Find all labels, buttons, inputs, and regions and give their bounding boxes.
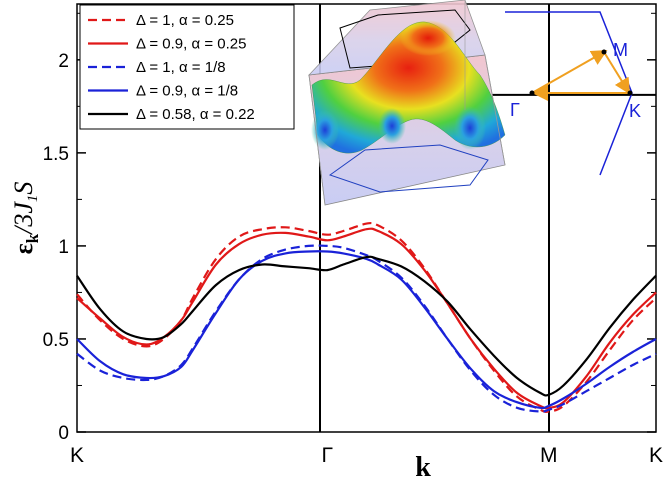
series-line-3	[76, 250, 657, 410]
x-tick-label-1: Γ	[322, 444, 334, 467]
bz-label-gamma: Γ	[510, 100, 520, 120]
dispersion-3d-inset	[307, 0, 506, 206]
y-tick-label-1: 0.5	[43, 330, 69, 351]
inset-box-edge	[484, 54, 506, 166]
legend-entries: Δ = 1, α = 0.25 Δ = 0.9, α = 0.25 Δ = 1, α…	[88, 12, 255, 123]
x-tick-label-2: M	[540, 444, 558, 467]
legend-box	[79, 4, 295, 130]
y-tick-label-4: 2	[58, 51, 69, 72]
brillouin-zone-inset: Γ M K	[505, 11, 641, 176]
series-line-4	[76, 255, 657, 397]
y-tick-label-0: 0	[58, 423, 69, 444]
x-axis-title: k	[415, 452, 431, 480]
y-title-sub-k: k	[23, 233, 42, 243]
inset-hexagon-top	[339, 9, 471, 69]
y-title-sub-1: 1	[25, 195, 41, 203]
bz-label-m: M	[613, 40, 628, 60]
x-tick-label-3: K	[649, 444, 663, 467]
legend-label-4: Δ = 0.58, α = 0.22	[136, 106, 255, 123]
legend-label-1: Δ = 0.9, α = 0.25	[136, 36, 246, 53]
series-line-0	[76, 221, 657, 413]
bz-arrow-m-k	[603, 51, 631, 95]
series-line-2	[76, 244, 657, 413]
y-title-3j: /3J	[9, 201, 38, 236]
y-tick-label-3: 1.5	[43, 144, 69, 165]
y-title-epsilon: ε	[9, 243, 38, 254]
inset-box-edge-2	[308, 74, 326, 206]
bz-point-m	[601, 49, 607, 55]
legend-label-2: Δ = 1, α = 1/8	[136, 59, 226, 76]
y-title-s: S	[9, 182, 38, 195]
series-layer	[76, 221, 657, 413]
y-axis-title: εk/3J1S	[9, 182, 42, 255]
inset-dip-left	[311, 110, 339, 150]
svg-text:εk/3J1S: εk/3J1S	[9, 182, 42, 255]
bz-point-gamma	[529, 90, 535, 96]
bz-point-k	[627, 90, 633, 96]
y-tick-label-2: 1	[58, 237, 69, 258]
bz-label-k: K	[629, 101, 641, 121]
x-tick-label-0: K	[70, 444, 84, 467]
inset-dip-center	[378, 108, 406, 144]
series-line-1	[76, 227, 657, 410]
plot-frame	[76, 3, 657, 433]
bz-arrow-gamma-m	[531, 50, 608, 94]
bz-hexagon	[505, 11, 633, 176]
legend-label-0: Δ = 1, α = 0.25	[136, 12, 234, 29]
inset-hexagon-bottom	[328, 144, 489, 193]
legend: Δ = 1, α = 0.25 Δ = 0.9, α = 0.25 Δ = 1, α…	[79, 4, 295, 130]
inset-peak	[400, 20, 456, 56]
inset-dip-right	[454, 106, 486, 150]
legend-label-3: Δ = 0.9, α = 1/8	[136, 83, 238, 100]
